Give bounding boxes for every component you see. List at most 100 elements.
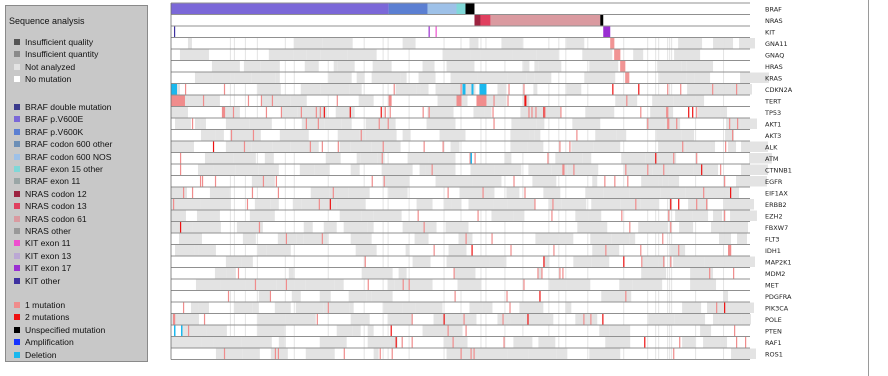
not-analyzed-cell <box>226 268 236 279</box>
not-analyzed-cell <box>336 199 366 210</box>
not-analyzed-cell <box>363 130 365 141</box>
not-analyzed-cell <box>244 187 246 198</box>
kit-cell <box>428 26 430 37</box>
not-analyzed-cell <box>548 176 550 187</box>
not-analyzed-cell <box>284 118 286 129</box>
not-analyzed-cell <box>435 176 463 187</box>
not-analyzed-cell <box>387 268 389 279</box>
not-analyzed-cell <box>233 325 235 336</box>
not-analyzed-cell <box>565 130 567 141</box>
not-analyzed-cell <box>548 233 550 244</box>
not-analyzed-cell <box>290 141 319 152</box>
mutation-cell <box>422 107 424 118</box>
not-analyzed-cell <box>504 302 506 313</box>
gene-label: IDH1 <box>765 247 781 255</box>
not-analyzed-cell <box>671 130 673 141</box>
mutation-cell <box>408 279 410 290</box>
not-analyzed-cell <box>293 61 295 72</box>
not-analyzed-cell <box>363 153 365 164</box>
not-analyzed-cell <box>504 291 506 302</box>
mutation-cell <box>336 95 338 106</box>
not-analyzed-cell <box>629 233 636 244</box>
not-analyzed-cell <box>658 256 660 267</box>
not-analyzed-cell <box>623 291 625 302</box>
mutation-cell <box>492 107 494 118</box>
not-analyzed-cell <box>327 118 329 129</box>
not-analyzed-cell <box>281 107 298 118</box>
not-analyzed-cell <box>529 130 535 141</box>
not-analyzed-cell <box>485 153 487 164</box>
not-analyzed-cell <box>233 233 235 244</box>
mutation-cell <box>383 176 385 187</box>
not-analyzed-cell <box>327 141 329 152</box>
not-analyzed-cell <box>408 210 410 221</box>
not-analyzed-cell <box>668 176 680 187</box>
not-analyzed-cell <box>690 279 717 290</box>
not-analyzed-cell <box>504 279 506 290</box>
not-analyzed-cell <box>327 199 329 210</box>
not-analyzed-cell <box>233 245 235 256</box>
not-analyzed-cell <box>233 291 235 302</box>
not-analyzed-cell <box>404 279 433 290</box>
not-analyzed-cell <box>249 118 272 129</box>
not-analyzed-cell <box>244 84 246 95</box>
not-analyzed-cell <box>284 302 286 313</box>
not-analyzed-cell <box>658 187 660 198</box>
not-analyzed-cell <box>213 337 242 348</box>
not-analyzed-cell <box>363 164 365 175</box>
not-analyzed-cell <box>293 233 295 244</box>
not-analyzed-cell <box>256 210 258 221</box>
mutation-cell <box>668 118 670 129</box>
not-analyzed-cell <box>256 256 258 267</box>
mutation-cell <box>678 199 680 210</box>
not-analyzed-cell <box>295 302 324 313</box>
not-analyzed-cell <box>327 268 329 279</box>
mutation-cell <box>605 245 607 256</box>
not-analyzed-cell <box>723 130 725 141</box>
not-analyzed-cell <box>565 164 567 175</box>
not-analyzed-cell <box>591 256 610 267</box>
not-analyzed-cell <box>571 141 594 152</box>
not-analyzed-cell <box>200 118 206 129</box>
not-analyzed-cell <box>647 256 649 267</box>
oncoprint-cells <box>171 3 772 359</box>
not-analyzed-cell <box>679 222 694 233</box>
not-analyzed-cell <box>233 210 235 221</box>
mutation-cell <box>625 164 627 175</box>
not-analyzed-cell <box>480 61 482 72</box>
not-analyzed-cell <box>723 141 725 152</box>
not-analyzed-cell <box>363 199 365 210</box>
not-analyzed-cell <box>480 210 482 221</box>
not-analyzed-cell <box>558 187 560 198</box>
not-analyzed-cell <box>647 153 649 164</box>
not-analyzed-cell <box>558 130 560 141</box>
not-analyzed-cell <box>522 84 524 95</box>
not-analyzed-cell <box>485 314 487 325</box>
not-analyzed-cell <box>565 72 567 83</box>
not-analyzed-cell <box>655 107 657 118</box>
not-analyzed-cell <box>647 222 649 233</box>
legend-label: BRAF p.V600K <box>25 126 84 137</box>
not-analyzed-cell <box>264 153 274 164</box>
not-analyzed-cell <box>363 72 365 83</box>
not-analyzed-cell <box>723 95 725 106</box>
not-analyzed-cell <box>731 348 756 359</box>
not-analyzed-cell <box>669 279 671 290</box>
mutation-cell <box>616 49 618 60</box>
not-analyzed-cell <box>669 130 671 141</box>
mutation-cell <box>590 314 592 325</box>
mutation-cell <box>277 187 280 198</box>
not-analyzed-cell <box>587 245 589 256</box>
not-analyzed-cell <box>667 176 669 187</box>
not-analyzed-cell <box>565 95 567 106</box>
not-analyzed-cell <box>558 291 560 302</box>
not-analyzed-cell <box>460 187 462 198</box>
not-analyzed-cell <box>669 61 671 72</box>
braf-cell <box>171 3 389 14</box>
legend-swatch <box>14 76 20 83</box>
not-analyzed-cell <box>233 72 235 83</box>
not-analyzed-cell <box>587 49 589 60</box>
not-analyzed-cell <box>655 245 657 256</box>
not-analyzed-cell <box>558 337 560 348</box>
not-analyzed-cell <box>460 302 462 313</box>
